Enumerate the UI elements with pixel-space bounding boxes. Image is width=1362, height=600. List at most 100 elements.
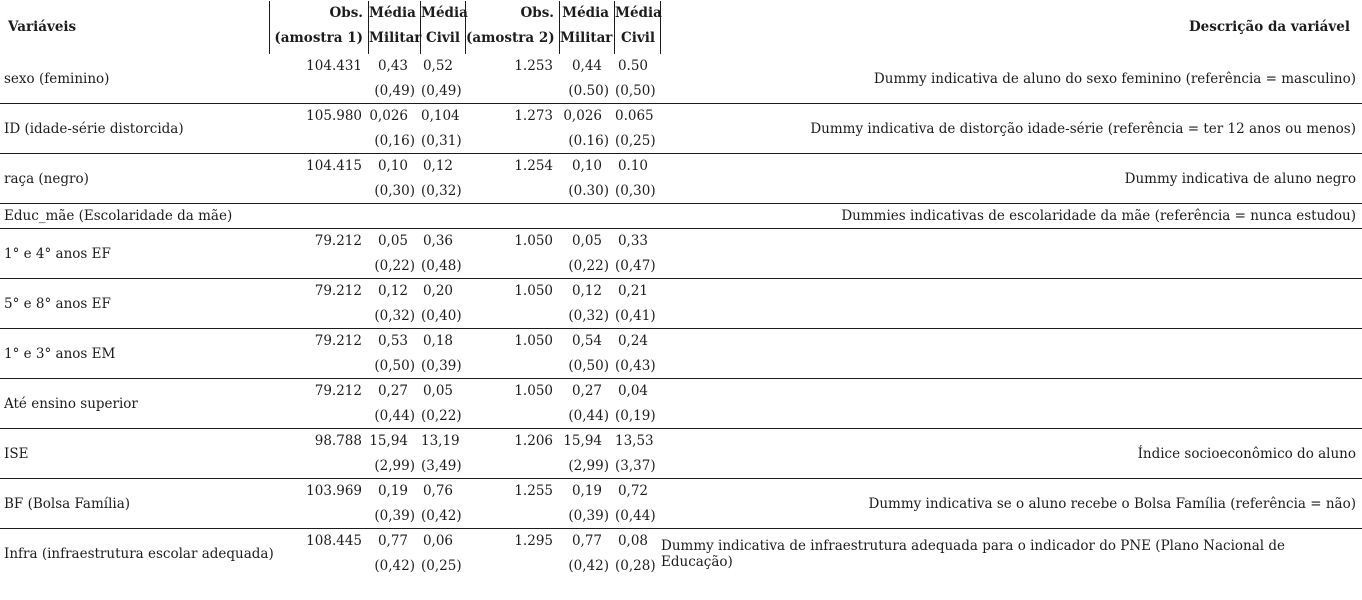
table-row: Educ_mãe (Escolaridade da mãe) Dummies in…: [0, 204, 1362, 229]
media_militar2-cell: 0,54 (0,50): [560, 329, 615, 379]
table-row: 5° e 8° anos EF 79.212 0,12 (0,32) 0,20 (0,40…: [0, 279, 1362, 329]
media_civil1-value: 0,20: [422, 283, 453, 299]
header-variables: Variáveis: [0, 1, 270, 54]
media_civil1-cell: 0,06 (0,25): [421, 529, 466, 579]
variable-description: Dummy indicativa de aluno do sexo femini…: [661, 54, 1362, 104]
obs1-cell: 108.445: [270, 529, 369, 579]
obs2-cell: 1.206: [466, 429, 560, 479]
obs2-cell: 1.273: [466, 104, 560, 154]
variable-label: 1° e 3° anos EM: [4, 346, 116, 362]
sd_civil2-value: (0,28): [615, 558, 656, 574]
media_civil2-value: 0,24: [617, 333, 648, 349]
sd_civil2-value: (0,25): [615, 133, 656, 149]
media_militar1-value: 15,94: [369, 433, 408, 449]
media_civil2-cell: 0,04 (0,19): [615, 379, 661, 429]
media_militar1-cell: 0,27 (0,44): [369, 379, 421, 429]
media_militar2-value: 0,12: [571, 283, 602, 299]
obs1-cell: 79.212: [270, 379, 369, 429]
media_militar2-value: 0,77: [571, 533, 602, 549]
sd_militar1-value: (0,50): [374, 358, 415, 374]
sd_militar1-value: (0,30): [374, 183, 415, 199]
obs2-cell: 1.050: [466, 329, 560, 379]
variable-description: Dummy indicativa de distorção idade-séri…: [661, 104, 1362, 154]
media_civil1-value: 0,12: [422, 158, 453, 174]
obs1-value: 79.212: [314, 233, 362, 249]
media_militar2-value: 15,94: [563, 433, 602, 449]
obs1-value: 103.969: [306, 483, 362, 499]
media_civil1-value: 13,19: [421, 433, 460, 449]
media_civil1-cell: 0,104 (0,31): [421, 104, 466, 154]
media_civil2-cell: 0.065 (0,25): [615, 104, 661, 154]
media_civil2-value: 0,04: [617, 383, 648, 399]
sd_civil2-value: (0,30): [615, 183, 656, 199]
sd_militar1-value: (2,99): [374, 458, 415, 474]
media_civil2-cell: 0,21 (0,41): [615, 279, 661, 329]
media_civil1-cell: 0,12 (0,32): [421, 154, 466, 204]
obs1-cell: 103.969: [270, 479, 369, 529]
media_militar2-value: 0,19: [571, 483, 602, 499]
obs1-cell: 105.980: [270, 104, 369, 154]
media_militar1-value: 0,12: [377, 283, 408, 299]
description-text: Dummy indicativa de aluno do sexo femini…: [873, 71, 1356, 87]
media_militar2-value: 0,27: [571, 383, 602, 399]
media_civil1-value: 0,06: [422, 533, 453, 549]
table-row: ISE 98.788 15,94 (2,99) 13,19 (3,49) 1.206 15,9…: [0, 429, 1362, 479]
table-row: sexo (feminino) 104.431 0,43 (0,49) 0,52 (0,4…: [0, 54, 1362, 104]
table-row: 1° e 3° anos EM 79.212 0,53 (0,50) 0,18 (0,39…: [0, 329, 1362, 379]
media_civil1-cell: 0,18 (0,39): [421, 329, 466, 379]
variable-description: Dummy indicativa se o aluno recebe o Bol…: [661, 479, 1362, 529]
description-text: Índice socioeconômico do aluno: [1137, 446, 1356, 462]
obs2-value: 1.050: [514, 283, 553, 299]
media_civil2-cell: 0.10 (0,30): [615, 154, 661, 204]
obs2-cell: 1.255: [466, 479, 560, 529]
sd_militar2-value: (0.30): [568, 183, 609, 199]
media_militar2-cell: 0,19 (0,39): [560, 479, 615, 529]
sd_civil1-value: (0,31): [421, 133, 462, 149]
sd_militar1-value: (0,16): [374, 133, 415, 149]
media_civil1-cell: 0,36 (0,48): [421, 229, 466, 279]
media_militar1-value: 0,27: [377, 383, 408, 399]
sd_militar1-value: (0,42): [374, 558, 415, 574]
sd_civil1-value: (0,22): [421, 408, 462, 424]
media_militar1-cell: 0,026 (0,16): [369, 104, 421, 154]
obs2-cell: [466, 204, 560, 228]
table-row: Até ensino superior 79.212 0,27 (0,44) 0,05 (…: [0, 379, 1362, 429]
media_civil1-value: 0,52: [422, 58, 453, 74]
description-text: Dummy indicativa de infraestrutura adequ…: [661, 538, 1285, 570]
media_civil2-value: 0,21: [617, 283, 648, 299]
media_civil2-cell: 13,53 (3,37): [615, 429, 661, 479]
header-media-militar1-line2: Militar: [369, 30, 422, 46]
variable-description: Dummies indicativas de escolaridade da m…: [661, 204, 1362, 228]
sd_militar2-value: (0,50): [568, 358, 609, 374]
table-row: Infra (infraestrutura escolar adequada) 1…: [0, 529, 1362, 579]
variable-description: [661, 229, 1362, 279]
media_militar2-cell: 0,10 (0.30): [560, 154, 615, 204]
sd_militar2-value: (2,99): [568, 458, 609, 474]
obs1-value: 79.212: [314, 383, 362, 399]
sd_militar2-value: (0,42): [568, 558, 609, 574]
media_civil1-value: 0,05: [422, 383, 453, 399]
variable-label: 5° e 8° anos EF: [4, 296, 111, 312]
media_civil1-cell: 13,19 (3,49): [421, 429, 466, 479]
obs2-cell: 1.050: [466, 229, 560, 279]
media_civil2-value: 0.065: [615, 108, 654, 124]
table-row: BF (Bolsa Família) 103.969 0,19 (0,39) 0,76 (…: [0, 479, 1362, 529]
sd_civil2-value: (0,43): [615, 358, 656, 374]
obs1-value: 79.212: [314, 283, 362, 299]
media_militar1-cell: 0,10 (0,30): [369, 154, 421, 204]
media_civil2-value: 0.50: [617, 58, 648, 74]
description-text: Dummies indicativas de escolaridade da m…: [841, 208, 1356, 224]
media_militar2-cell: 0,77 (0,42): [560, 529, 615, 579]
media_civil2-value: 13,53: [615, 433, 654, 449]
media_militar1-cell: 0,12 (0,32): [369, 279, 421, 329]
obs1-cell: 104.431: [270, 54, 369, 104]
media_militar1-cell: 0,77 (0,42): [369, 529, 421, 579]
media_civil1-value: 0,104: [421, 108, 460, 124]
variable-label: Educ_mãe (Escolaridade da mãe): [4, 208, 233, 224]
variable-label: 1° e 4° anos EF: [4, 246, 111, 262]
sd_civil1-value: (0,48): [421, 258, 462, 274]
header-media-civil2-line2: Civil: [621, 30, 655, 46]
media_civil1-cell: 0,20 (0,40): [421, 279, 466, 329]
sd_militar2-value: (0.50): [568, 83, 609, 99]
